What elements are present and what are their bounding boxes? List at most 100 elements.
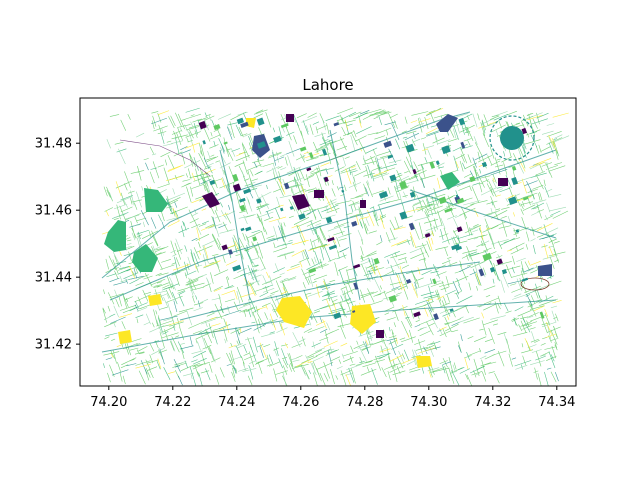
small-block [209, 179, 216, 186]
residential-area [118, 330, 132, 344]
small-block [458, 117, 466, 126]
small-block [236, 117, 245, 125]
small-block [283, 182, 290, 190]
small-block [429, 161, 436, 169]
small-block [306, 167, 312, 172]
building-block [538, 264, 552, 276]
small-block [240, 121, 249, 128]
small-block [489, 266, 496, 273]
residential-area [148, 294, 162, 306]
residential-area [276, 296, 312, 328]
stadium-ring [489, 115, 535, 161]
small-block [449, 308, 454, 313]
small-block [456, 226, 463, 233]
small-block [501, 268, 508, 275]
small-block [399, 180, 408, 190]
small-block [232, 264, 242, 272]
building-block [498, 178, 508, 186]
map-area [101, 107, 570, 386]
small-block [481, 161, 488, 168]
small-block [539, 311, 545, 319]
x-tick-label: 74.28 [346, 395, 383, 410]
small-block [482, 252, 492, 262]
small-block [245, 226, 252, 232]
small-block [232, 173, 239, 182]
small-block [383, 140, 393, 148]
building-block [286, 114, 294, 122]
y-tick-label: 31.48 [35, 137, 72, 152]
x-axis: 74.20 74.22 74.24 74.26 74.28 74.30 74.32 74.34 [90, 386, 575, 410]
x-tick-label: 74.24 [218, 395, 255, 410]
small-block [308, 152, 314, 159]
major-road [219, 149, 251, 301]
small-block [333, 122, 340, 127]
street-lines [102, 107, 569, 386]
small-block [478, 268, 485, 277]
small-block [353, 282, 359, 290]
x-tick-label: 74.26 [282, 395, 319, 410]
small-block [252, 236, 258, 242]
small-block [280, 123, 289, 129]
small-block [378, 191, 389, 199]
small-block [460, 141, 466, 149]
small-block [412, 168, 417, 175]
small-block [325, 216, 333, 224]
x-tick-label: 74.30 [410, 395, 447, 410]
small-block [389, 174, 397, 182]
y-axis: 31.48 31.46 31.44 31.42 [35, 137, 80, 353]
y-tick-label: 31.46 [35, 204, 72, 219]
small-block [353, 263, 361, 269]
small-block [496, 258, 503, 265]
building-block [436, 114, 458, 132]
park-polygon [132, 244, 158, 272]
small-block [221, 244, 228, 251]
major-road [119, 139, 211, 177]
small-block [456, 197, 465, 204]
small-block [469, 175, 476, 183]
residential-area [350, 304, 376, 334]
major-road [179, 261, 481, 321]
small-block [298, 213, 306, 220]
small-block [433, 313, 439, 321]
y-tick-label: 31.42 [35, 338, 72, 353]
small-block [388, 294, 397, 303]
small-block [240, 227, 245, 232]
street-lines [102, 108, 569, 386]
small-block [435, 160, 440, 165]
small-block [299, 146, 307, 152]
small-block [408, 222, 415, 231]
small-block [232, 183, 242, 192]
small-block [387, 154, 394, 159]
building-block [314, 190, 324, 198]
y-tick-label: 31.44 [35, 271, 72, 286]
building-block [376, 330, 384, 338]
small-block [327, 236, 335, 242]
small-block [413, 311, 421, 318]
small-block [280, 207, 284, 212]
small-block [202, 140, 206, 145]
small-block [455, 194, 459, 198]
building-block [360, 200, 366, 208]
small-block [521, 277, 529, 282]
axes-frame [79, 97, 577, 387]
small-block [438, 196, 447, 205]
land-use-polygons [104, 114, 552, 368]
major-road [329, 129, 361, 301]
small-block [323, 176, 329, 183]
major-road [109, 149, 557, 301]
small-block [256, 198, 262, 204]
small-block [399, 211, 408, 220]
small-block [523, 196, 529, 201]
x-tick-label: 74.32 [474, 395, 511, 410]
residential-area [246, 118, 256, 128]
small-block [198, 120, 207, 130]
small-block [257, 141, 266, 149]
small-block [256, 117, 265, 126]
small-block [273, 135, 282, 143]
street-network [102, 107, 570, 386]
small-block [508, 196, 518, 206]
small-block [515, 229, 520, 233]
small-block [351, 220, 358, 227]
